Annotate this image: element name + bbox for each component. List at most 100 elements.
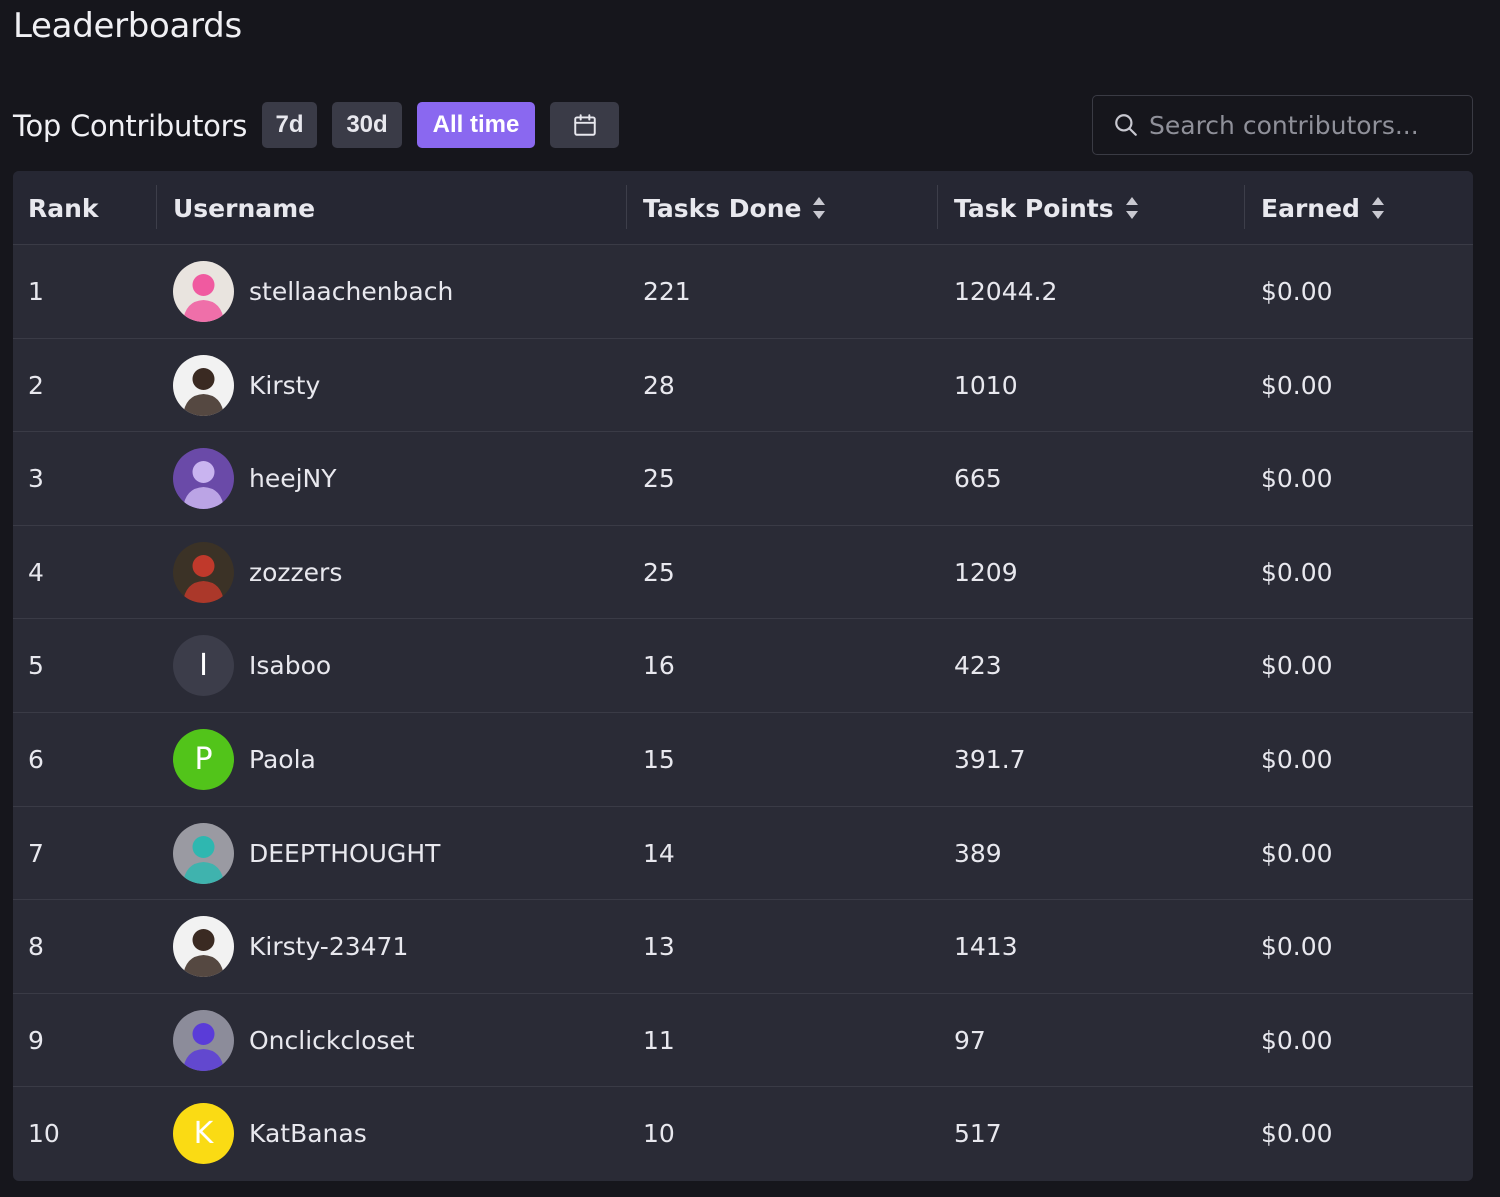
search-icon — [1115, 114, 1137, 136]
rank-cell: 3 — [28, 464, 44, 494]
task-points-cell: 391.7 — [954, 744, 1026, 774]
username-text[interactable]: stellaachenbach — [249, 277, 454, 306]
username-cell[interactable]: Onclickcloset — [173, 994, 415, 1087]
rank-cell: 9 — [28, 1025, 44, 1055]
table-row[interactable]: 4 zozzers 25 1209 $0.00 — [13, 526, 1473, 620]
username-text[interactable]: DEEPTHOUGHT — [249, 838, 441, 868]
sort-icon[interactable] — [1124, 195, 1140, 221]
table-row[interactable]: 9 Onclickcloset 11 97 $0.00 — [13, 994, 1473, 1088]
pink-hair-character-avatar — [173, 261, 234, 322]
section-title: Top Contributors — [13, 109, 248, 143]
rank-cell: 2 — [28, 370, 44, 400]
username-text[interactable]: zozzers — [249, 557, 343, 587]
earned-cell: $0.00 — [1261, 838, 1333, 868]
table-row[interactable]: 1 stellaachenbach 221 12044.2 $0.00 — [13, 245, 1473, 339]
avatar: P — [173, 728, 234, 790]
header-earned-label: Earned — [1261, 193, 1360, 223]
table-row[interactable]: 6 P Paola 15 391.7 $0.00 — [13, 713, 1473, 807]
range-30d-button[interactable]: 30d — [332, 102, 402, 148]
table-row[interactable]: 8 Kirsty-23471 13 1413 $0.00 — [13, 900, 1473, 994]
username-cell[interactable]: P Paola — [173, 713, 316, 806]
sort-icon[interactable] — [1370, 195, 1386, 221]
task-points-cell: 665 — [954, 464, 1002, 494]
table-row[interactable]: 3 heejNY 25 665 $0.00 — [13, 432, 1473, 526]
table-row[interactable]: 7 DEEPTHOUGHT 14 389 $0.00 — [13, 807, 1473, 901]
column-divider — [937, 185, 938, 229]
header-username: Username — [173, 171, 315, 245]
rank-cell: 1 — [28, 277, 44, 306]
avatar-initial: P — [194, 741, 213, 777]
rank-cell: 5 — [28, 651, 44, 681]
username-cell[interactable]: K KatBanas — [173, 1087, 367, 1180]
tasks-done-cell: 10 — [643, 1119, 675, 1149]
avatar: K — [173, 1103, 234, 1165]
earned-cell: $0.00 — [1261, 651, 1333, 681]
task-points-cell: 1413 — [954, 932, 1018, 962]
task-points-cell: 1209 — [954, 557, 1018, 587]
task-points-cell: 423 — [954, 651, 1002, 681]
username-cell[interactable]: I Isaboo — [173, 619, 331, 712]
earned-cell: $0.00 — [1261, 1119, 1333, 1149]
earned-cell: $0.00 — [1261, 370, 1333, 400]
header-earned[interactable]: Earned — [1261, 171, 1386, 245]
avatar-initial: I — [199, 648, 208, 684]
header-tasks-done-label: Tasks Done — [643, 193, 802, 223]
username-text[interactable]: Kirsty-23471 — [249, 932, 409, 962]
earned-cell: $0.00 — [1261, 744, 1333, 774]
table-body: 1 stellaachenbach 221 12044.2 $0.00 2 Kirsty 28… — [13, 245, 1473, 1181]
leaderboard-toolbar: Top Contributors 7d 30d All time — [13, 95, 1473, 155]
header-task-points[interactable]: Task Points — [954, 171, 1140, 245]
range-all-time-button[interactable]: All time — [417, 102, 535, 148]
username-text[interactable]: heejNY — [249, 464, 337, 494]
username-cell[interactable]: stellaachenbach — [173, 245, 453, 338]
tasks-done-cell: 25 — [643, 557, 675, 587]
table-row[interactable]: 2 Kirsty 28 1010 $0.00 — [13, 339, 1473, 433]
avatar: I — [173, 635, 234, 697]
table-row[interactable]: 10 K KatBanas 10 517 $0.00 — [13, 1087, 1473, 1181]
search-input[interactable] — [1149, 110, 1469, 140]
username-cell[interactable]: zozzers — [173, 526, 342, 619]
header-rank-label: Rank — [28, 193, 99, 223]
woman-portrait-avatar — [173, 916, 234, 978]
tasks-done-cell: 221 — [643, 277, 691, 306]
earned-cell: $0.00 — [1261, 464, 1333, 494]
username-cell[interactable]: Kirsty-23471 — [173, 900, 408, 993]
page-title: Leaderboards — [13, 6, 242, 46]
rank-cell: 10 — [28, 1119, 60, 1149]
table-row[interactable]: 5 I Isaboo 16 423 $0.00 — [13, 619, 1473, 713]
rank-cell: 7 — [28, 838, 44, 868]
header-username-label: Username — [173, 193, 316, 223]
username-text[interactable]: Isaboo — [249, 651, 332, 681]
tasks-done-cell: 14 — [643, 838, 675, 868]
username-cell[interactable]: Kirsty — [173, 339, 320, 432]
column-divider — [156, 185, 157, 229]
username-text[interactable]: Paola — [249, 744, 316, 774]
table-header: Rank Username Tasks Done Task Points Ear… — [13, 171, 1473, 245]
sort-icon[interactable] — [811, 195, 827, 221]
header-tasks-done[interactable]: Tasks Done — [643, 171, 827, 245]
search-box[interactable] — [1092, 95, 1473, 155]
tasks-done-cell: 25 — [643, 464, 675, 494]
date-range-button[interactable] — [550, 102, 619, 148]
rank-cell: 8 — [28, 932, 44, 962]
rank-cell: 4 — [28, 557, 44, 587]
task-points-cell: 517 — [954, 1119, 1002, 1149]
username-text[interactable]: Onclickcloset — [249, 1025, 415, 1055]
task-points-cell: 1010 — [954, 370, 1018, 400]
username-cell[interactable]: heejNY — [173, 432, 337, 525]
tasks-done-cell: 13 — [643, 932, 675, 962]
calendar-icon — [573, 114, 596, 136]
username-cell[interactable]: DEEPTHOUGHT — [173, 807, 440, 900]
purple-gown-avatar — [173, 1009, 234, 1071]
task-points-cell: 12044.2 — [954, 277, 1058, 306]
group-photo-avatar — [173, 541, 234, 603]
username-text[interactable]: KatBanas — [249, 1119, 367, 1149]
avatar-initial: K — [193, 1116, 214, 1152]
earned-cell: $0.00 — [1261, 557, 1333, 587]
header-task-points-label: Task Points — [954, 193, 1114, 223]
range-7d-button[interactable]: 7d — [262, 102, 317, 148]
tasks-done-cell: 16 — [643, 651, 675, 681]
username-text[interactable]: Kirsty — [249, 370, 321, 400]
task-points-cell: 389 — [954, 838, 1002, 868]
robot-character-avatar — [173, 822, 234, 884]
